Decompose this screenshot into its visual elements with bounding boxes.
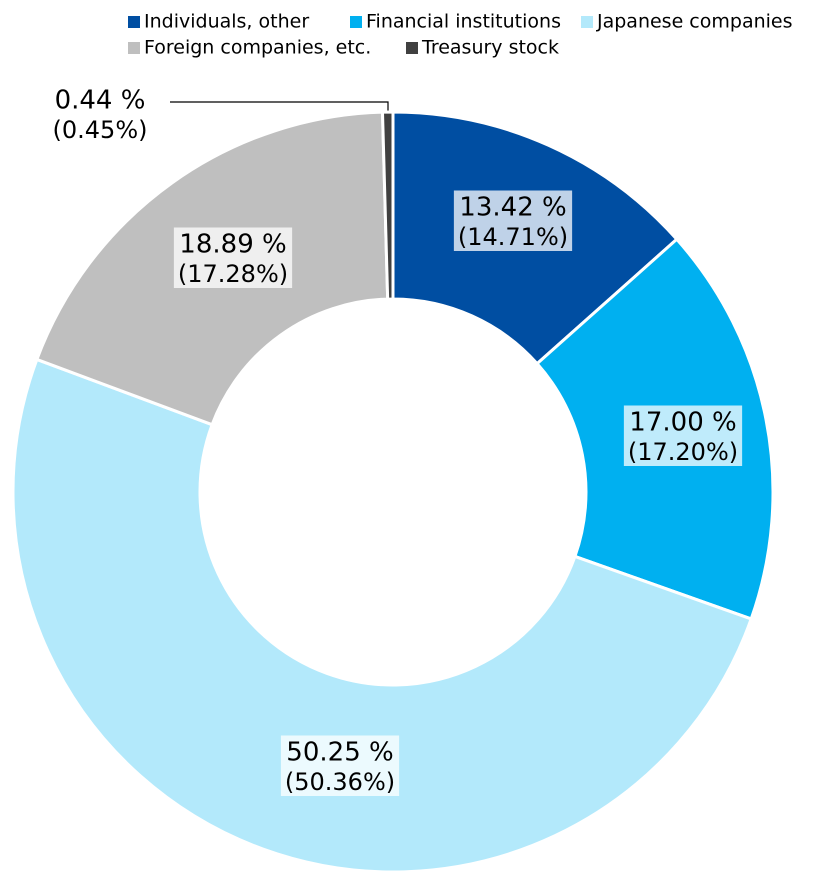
prior-value-label: (50.36%) — [285, 768, 395, 796]
legend-swatch — [128, 42, 140, 54]
value-label: 18.89 % — [179, 230, 286, 260]
legend-swatch — [350, 16, 362, 28]
value-label: 17.00 % — [629, 408, 736, 438]
legend-label: Financial institutions — [366, 11, 561, 33]
legend-swatch — [581, 16, 593, 28]
legend-label: Foreign companies, etc. — [144, 37, 371, 59]
legend-label: Individuals, other — [144, 11, 309, 33]
label-background — [453, 190, 573, 251]
legend-swatch — [128, 16, 140, 28]
data-label: 17.00 %(17.20%) — [623, 405, 743, 466]
prior-value-label: (0.45%) — [53, 116, 148, 144]
legend-swatch — [406, 42, 418, 54]
data-label: 13.42 %(14.71%) — [453, 190, 573, 251]
label-background — [173, 227, 293, 288]
data-label: 50.25 %(50.36%) — [280, 735, 400, 796]
label-background — [623, 405, 743, 466]
prior-value-label: (14.71%) — [458, 223, 568, 251]
data-label: 18.89 %(17.28%) — [173, 227, 293, 288]
donut-slice — [11, 357, 754, 871]
value-label: 50.25 % — [286, 738, 393, 768]
donut-slice — [380, 110, 395, 301]
legend-label: Treasury stock — [421, 37, 559, 59]
legend-label: Japanese companies — [596, 11, 793, 33]
value-label: 0.44 % — [55, 86, 146, 116]
label-background — [280, 735, 400, 796]
prior-value-label: (17.28%) — [178, 260, 288, 288]
value-label: 13.42 % — [459, 193, 566, 223]
prior-value-label: (17.20%) — [628, 438, 738, 466]
data-label: 0.44 %(0.45%) — [53, 86, 148, 145]
